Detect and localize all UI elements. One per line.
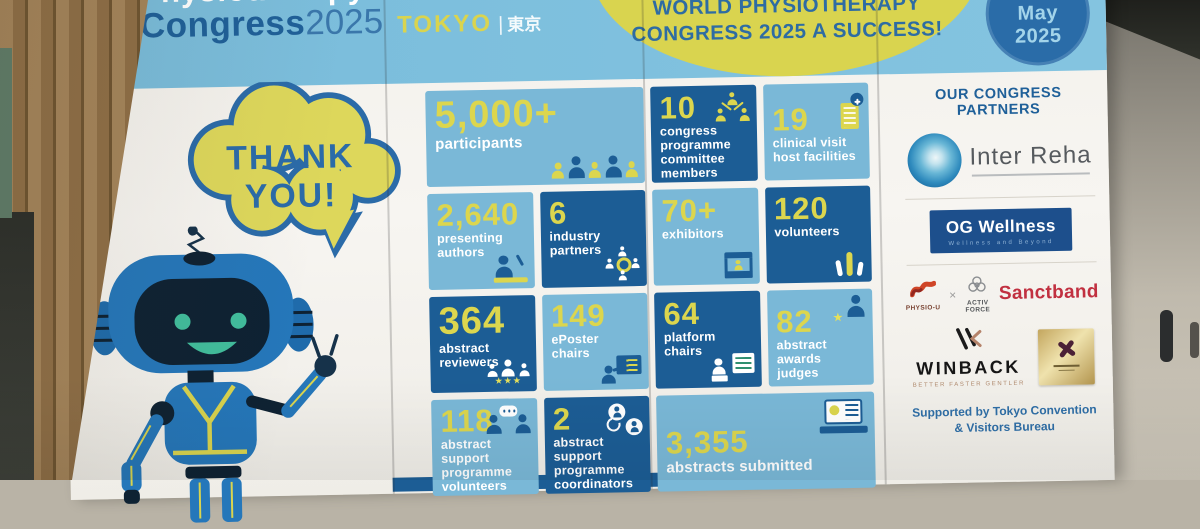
activ-force-icon (968, 276, 987, 292)
support-chat-icon (486, 405, 531, 434)
sanctband-wordmark: Sanctband (998, 281, 1099, 305)
exhibitor-booth-icon (723, 251, 753, 279)
distant-person (1190, 322, 1199, 358)
eposter-screen-icon (601, 354, 642, 384)
activ-label-2: FORCE (965, 306, 991, 315)
og-wellness-wordmark: OG Wellness (945, 216, 1057, 238)
stat-tile-industry: 6 industry partners (539, 189, 647, 288)
coordinators-sync-icon (604, 403, 643, 436)
gold-award-logo-icon (1037, 328, 1096, 386)
bubble-line2: YOU! (245, 176, 338, 216)
stat-tile-platform: 64 platform chairs (654, 290, 762, 389)
stat-number: 70+ (661, 192, 718, 229)
stat-number: 64 (663, 295, 701, 332)
interreha-globe-icon (907, 132, 963, 188)
laptop-icon (819, 398, 868, 434)
supported-by-note: Supported by Tokyo Convention & Visitors… (897, 401, 1112, 437)
divider (905, 195, 1096, 200)
podium-document-icon (711, 352, 755, 382)
stat-label: abstract support programme coordinators (553, 435, 634, 492)
stat-tile-abstracts: 3,355 abstracts submitted (656, 391, 876, 492)
robot-mascot-illustration (89, 225, 339, 523)
bubble-line1: THANK (226, 137, 355, 177)
doorway (0, 212, 34, 480)
stat-label: participants (435, 134, 523, 154)
stat-label: abstract awards judges (776, 337, 827, 381)
stat-number: 5,000+ (434, 92, 559, 137)
date-month: May (1017, 1, 1059, 25)
stat-number: 364 (438, 299, 506, 343)
partners-heading: OUR CONGRESS PARTNERS (934, 84, 1062, 119)
stat-number: 149 (550, 297, 607, 334)
stat-tile-committee: 10 congress programme committee members (650, 84, 758, 183)
brand-year: 2025 (304, 1, 384, 42)
partners-panel: OUR CONGRESS PARTNERS Inter Reha OG Well… (891, 84, 1112, 437)
winback-mark-icon (956, 327, 982, 350)
stat-tile-clinical: 19 clinical visit host facilities (762, 82, 870, 181)
stat-label: congress programme committee members (659, 123, 731, 181)
date-year: 2025 (1014, 24, 1062, 48)
partner-physio-u: PHYSIO-U (905, 280, 940, 312)
divider (906, 261, 1097, 266)
og-wellness-tagline: Wellness and Beyond (948, 239, 1054, 248)
stat-tile-reviewers: 364 abstract reviewers ★★★ (429, 295, 537, 394)
stat-number: 2,640 (436, 196, 520, 233)
brand-city-jp: 東京 (507, 14, 542, 35)
stat-label: abstract support programme volunteers (440, 437, 513, 494)
partners-network-icon (605, 246, 640, 281)
brand-divider: | (497, 13, 504, 36)
partner-row-physiou-activ-sanctband: PHYSIO-U × ACTIV FORCE Sanctband (895, 273, 1110, 316)
physio-u-swoosh-icon (909, 280, 937, 298)
stat-tile-volunteers: 120 volunteers (764, 185, 872, 284)
stat-number: 120 (773, 190, 830, 227)
stat-tile-support-volunteers: 118 abstract support programme volunteer… (431, 398, 539, 497)
partner-row-winback-gold: WINBACK BETTER FASTER GENTLER (896, 324, 1111, 389)
partner-inter-reha: Inter Reha (892, 130, 1107, 188)
multiply-sign: × (949, 288, 957, 303)
stat-tile-eposter: 149 ePoster chairs (541, 292, 649, 391)
distant-person (1160, 310, 1173, 362)
reviewers-stars-icon: ★★★ (487, 358, 529, 386)
date-badge: 29-31 May 2025 (984, 0, 1091, 67)
stat-tile-authors: 2,640 presenting authors (427, 192, 535, 291)
stat-label: clinical visit host facilities (772, 135, 857, 165)
winback-wordmark: WINBACK (916, 356, 1021, 379)
presenter-icon (493, 252, 528, 283)
stat-tile-participants: 5,000+ participants (425, 86, 645, 188)
stat-label: volunteers (774, 224, 840, 240)
stat-number: 6 (548, 195, 568, 231)
brand-city: TOKYO (396, 9, 493, 39)
stat-label: abstracts submitted (666, 457, 813, 477)
wall-accent (0, 48, 12, 218)
interreha-tagline-bar (971, 171, 1090, 177)
stat-tile-exhibitors: 70+ exhibitors (652, 187, 760, 286)
people-group-icon (552, 155, 638, 179)
clinic-building-icon (838, 92, 864, 130)
raised-hands-icon (834, 250, 864, 277)
interreha-wordmark: Inter Reha (969, 140, 1092, 171)
winback-tagline: BETTER FASTER GENTLER (912, 380, 1026, 389)
thank-you-speech-bubble: THANK YOU! (187, 79, 401, 259)
physio-u-label: PHYSIO-U (905, 304, 941, 312)
brand-congress: Congress (139, 3, 306, 46)
stat-tile-judges: 82 abstract awards judges ★ (766, 288, 874, 387)
committee-network-icon (715, 92, 750, 123)
stat-tile-coordinators: 2 abstract support programme coordinator… (543, 395, 651, 494)
partner-og-wellness: OG Wellness Wellness and Beyond (929, 207, 1073, 254)
award-judge-icon: ★ (832, 295, 865, 324)
partner-winback: WINBACK BETTER FASTER GENTLER (912, 326, 1025, 389)
stat-label: exhibitors (661, 226, 724, 243)
partner-activ-force: ACTIV FORCE (965, 275, 990, 314)
